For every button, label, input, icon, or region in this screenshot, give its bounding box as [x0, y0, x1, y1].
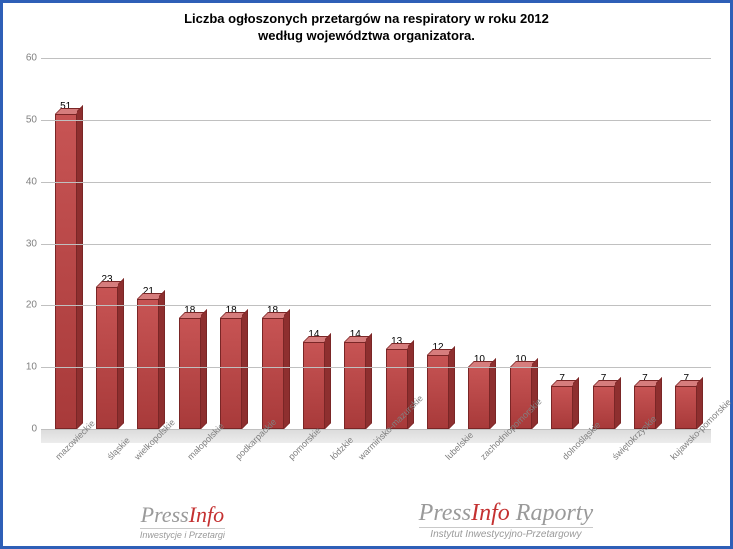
bar-side-face: [325, 333, 331, 429]
gridline: [41, 244, 711, 245]
bar: [675, 386, 697, 429]
bar: [303, 342, 325, 429]
bar: [137, 299, 159, 429]
bar-front-face: [137, 299, 159, 429]
bar: [551, 386, 573, 429]
bar-side-face: [490, 358, 496, 429]
bar-front-face: [179, 318, 201, 429]
bar-front-face: [551, 386, 573, 429]
bar: [262, 318, 284, 429]
logo-text-press: Press: [419, 500, 471, 526]
chart-title: Liczba ogłoszonych przetargów na respira…: [3, 3, 730, 47]
bar-side-face: [159, 290, 165, 429]
title-line-1: Liczba ogłoszonych przetargów na respira…: [184, 11, 549, 26]
y-axis-tick: 50: [11, 114, 41, 125]
bar-side-face: [284, 309, 290, 429]
bar-front-face: [262, 318, 284, 429]
bar-side-face: [449, 346, 455, 429]
bar-front-face: [96, 287, 118, 429]
footer-logos: PressInfo Inwestycje i Przetargi PressIn…: [3, 501, 730, 540]
gridline: [41, 58, 711, 59]
gridline: [41, 367, 711, 368]
bar-side-face: [615, 377, 621, 429]
title-line-2: według województwa organizatora.: [258, 28, 475, 43]
y-axis-tick: 40: [11, 176, 41, 187]
gridline: [41, 120, 711, 121]
bar-side-face: [573, 377, 579, 429]
bar-side-face: [77, 105, 83, 429]
logo-brand: PressInfo Raporty: [419, 501, 593, 525]
logo-subtitle: Inwestycje i Przetargi: [140, 528, 225, 540]
pressinfo-raporty-logo: PressInfo Raporty Instytut Inwestycyjno-…: [419, 501, 593, 540]
bar-front-face: [55, 114, 77, 429]
bar-front-face: [220, 318, 242, 429]
gridline: [41, 429, 711, 430]
y-axis-tick: 20: [11, 300, 41, 311]
gridline: [41, 305, 711, 306]
y-axis-tick: 30: [11, 238, 41, 249]
bar-side-face: [242, 309, 248, 429]
y-axis-tick: 60: [11, 53, 41, 64]
bar: [179, 318, 201, 429]
bar-front-face: [468, 367, 490, 429]
bar: [220, 318, 242, 429]
logo-brand: PressInfo: [140, 504, 225, 526]
bar-front-face: [344, 342, 366, 429]
gridline: [41, 182, 711, 183]
bar: [427, 355, 449, 429]
logo-text-raporty: Raporty: [510, 500, 593, 526]
bar-front-face: [303, 342, 325, 429]
bar-front-face: [427, 355, 449, 429]
bar-front-face: [675, 386, 697, 429]
bar: [344, 342, 366, 429]
bar-chart: 5123211818181414131210107777 01020304050…: [41, 58, 711, 443]
logo-text-info: Info: [471, 500, 510, 526]
logo-text-press: Press: [141, 502, 189, 527]
y-axis-tick: 0: [11, 424, 41, 435]
bar: [96, 287, 118, 429]
bar-side-face: [201, 309, 207, 429]
bar-side-face: [366, 333, 372, 429]
logo-text-info: Info: [189, 502, 224, 527]
bar: [55, 114, 77, 429]
pressinfo-logo: PressInfo Inwestycje i Przetargi: [140, 504, 225, 540]
logo-subtitle: Instytut Inwestycyjno-Przetargowy: [419, 527, 593, 540]
bar-side-face: [532, 358, 538, 429]
bar-side-face: [118, 278, 124, 429]
x-axis-labels: mazowieckieśląskiewielkopolskiemałopolsk…: [41, 443, 711, 453]
bar: [468, 367, 490, 429]
plot-region: 5123211818181414131210107777 01020304050…: [41, 58, 711, 443]
y-axis-tick: 10: [11, 362, 41, 373]
